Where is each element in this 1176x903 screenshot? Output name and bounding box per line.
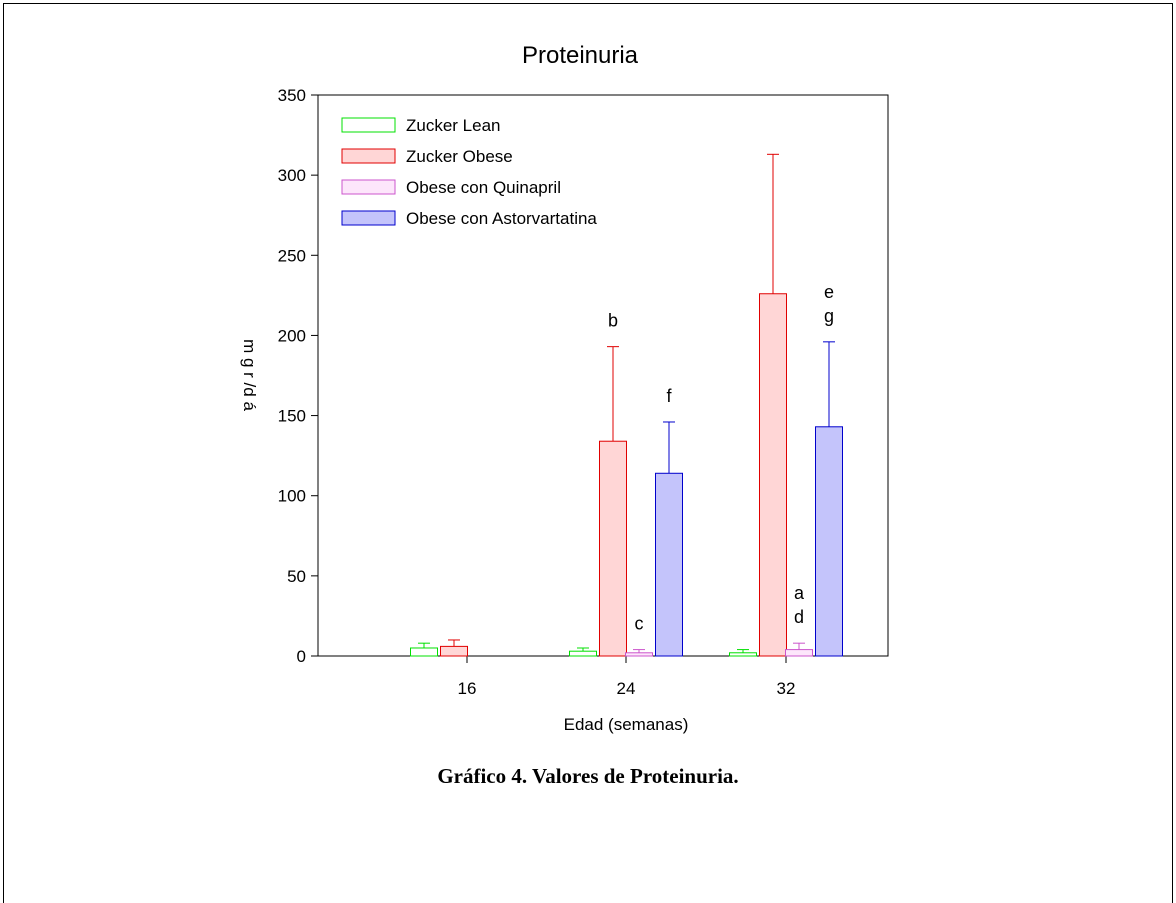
bar (569, 650, 597, 657)
bars (410, 293, 843, 657)
x-tick-label: 16 (458, 679, 477, 698)
legend-label: Obese con Quinapril (406, 178, 561, 197)
y-tick-label: 50 (287, 567, 306, 586)
y-axis-label: m g r /d á (240, 339, 259, 411)
legend-label: Obese con Astorvartatina (406, 209, 597, 228)
bar (729, 652, 757, 657)
bar (410, 647, 438, 657)
bar (759, 293, 787, 657)
figure-caption: Gráfico 4. Valores de Proteinuria. (437, 764, 739, 788)
legend-label: Zucker Obese (406, 147, 513, 166)
annotation-label: g (824, 306, 834, 326)
y-axis: 0 50 100 150 200 250 300 350 (278, 86, 318, 666)
y-tick-label: 250 (278, 246, 306, 265)
page-frame (3, 3, 1173, 903)
x-tick-label: 24 (617, 679, 636, 698)
legend-swatch (341, 179, 396, 195)
y-tick-label: 100 (278, 487, 306, 506)
bar (655, 472, 683, 657)
y-tick-label: 300 (278, 166, 306, 185)
annotation-label: b (608, 311, 618, 331)
legend-swatch (341, 210, 396, 226)
y-tick-label: 150 (278, 407, 306, 426)
bar (785, 649, 813, 657)
legend-swatch (341, 148, 396, 164)
proteinuria-chart: Proteinuria 0 50 100 150 200 250 300 350 16 24 32… (240, 42, 889, 734)
bar (625, 652, 653, 657)
chart-title: Proteinuria (522, 42, 639, 69)
x-axis: 16 24 32 (458, 656, 796, 698)
legend-label: Zucker Lean (406, 116, 501, 135)
annotation-label: d (794, 607, 804, 627)
legend-swatch (341, 117, 396, 133)
significance-annotations: b c f ad eg (608, 282, 834, 634)
annotation-label: e (824, 282, 834, 302)
bar (815, 426, 843, 657)
y-tick-label: 350 (278, 86, 306, 105)
bar (599, 440, 627, 657)
x-tick-label: 32 (777, 679, 796, 698)
legend: Zucker Lean Zucker Obese Obese con Quinapr… (341, 116, 597, 228)
annotation-label: a (794, 583, 805, 603)
y-tick-label: 0 (297, 647, 306, 666)
annotation-label: c (635, 614, 644, 634)
annotation-label: f (666, 386, 672, 406)
y-tick-label: 200 (278, 326, 306, 345)
error-bars (418, 153, 835, 653)
bar (440, 645, 468, 657)
x-axis-label: Edad (semanas) (564, 715, 689, 734)
